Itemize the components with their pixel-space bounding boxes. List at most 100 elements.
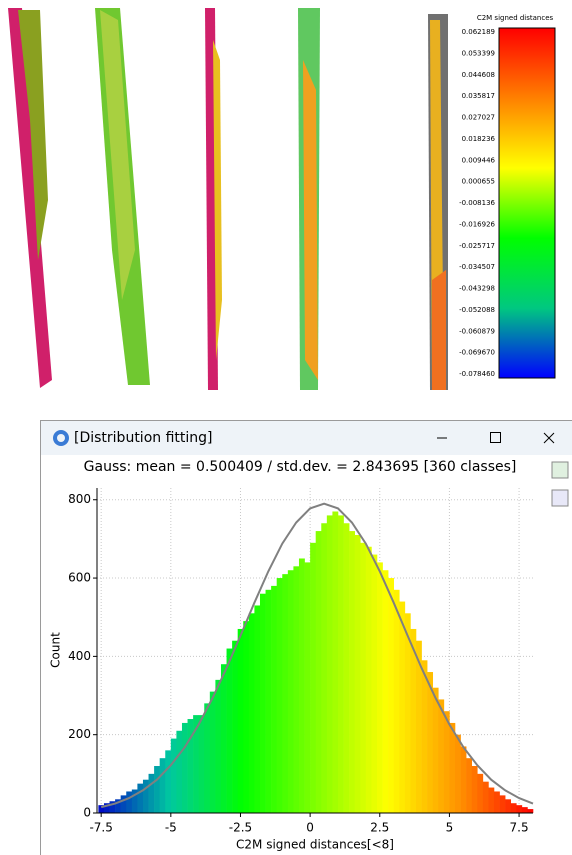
- x-tick-label: 7.5: [510, 821, 529, 835]
- x-axis-label: C2M signed distances[<8]: [236, 838, 394, 852]
- bar: [394, 590, 400, 813]
- bar: [377, 562, 383, 813]
- scale-label: -0.078460: [459, 370, 495, 378]
- bar: [488, 788, 494, 813]
- scale-label: 0.018236: [462, 135, 496, 143]
- bar: [165, 750, 171, 813]
- bar: [321, 523, 327, 813]
- bar: [227, 649, 233, 813]
- export-button[interactable]: [552, 462, 568, 478]
- scale-label: -0.025717: [459, 242, 495, 250]
- bar: [126, 791, 132, 813]
- window-title: [Distribution fitting]: [74, 430, 213, 446]
- bar: [438, 699, 444, 813]
- bar: [366, 547, 372, 813]
- y-tick-label: 200: [68, 727, 91, 741]
- bar: [494, 791, 500, 813]
- bar: [305, 562, 311, 813]
- bar: [466, 758, 472, 813]
- bar: [277, 578, 283, 813]
- bar: [332, 511, 338, 813]
- y-axis-label: Count: [49, 632, 63, 668]
- app-icon: [53, 430, 69, 446]
- x-tick-label: -2.5: [229, 821, 252, 835]
- scale-label: -0.008136: [459, 199, 495, 207]
- chart-title: Gauss: mean = 0.500409 / std.dev. = 2.84…: [84, 459, 517, 475]
- bar: [254, 605, 260, 813]
- bar: [238, 629, 244, 813]
- scale-label: -0.043298: [459, 285, 495, 293]
- tool-button[interactable]: [552, 490, 568, 506]
- y-tick-label: 600: [68, 571, 91, 585]
- bar: [121, 795, 127, 813]
- bar: [143, 780, 149, 813]
- bar: [349, 531, 355, 813]
- bar: [422, 660, 428, 813]
- x-tick-label: 0: [306, 821, 314, 835]
- bar: [455, 735, 461, 813]
- scale-label: 0.044608: [462, 71, 495, 79]
- x-tick-label: 5: [446, 821, 454, 835]
- color-scale: [499, 28, 555, 378]
- bar: [154, 766, 160, 813]
- bar: [137, 784, 143, 813]
- bar: [505, 799, 511, 813]
- bar: [522, 807, 528, 813]
- scale-label: 0.035817: [462, 92, 495, 100]
- bar: [215, 680, 221, 813]
- bar: [449, 723, 455, 813]
- scale-label: -0.016926: [459, 220, 495, 228]
- bar: [444, 711, 450, 813]
- scale-label: 0.053399: [462, 49, 495, 57]
- bar: [327, 515, 333, 813]
- bar: [371, 555, 377, 813]
- bar: [500, 795, 506, 813]
- bar: [176, 731, 182, 813]
- bar: [299, 558, 305, 813]
- bar: [182, 723, 188, 813]
- bar: [427, 672, 433, 813]
- scale-label: -0.060879: [459, 327, 495, 335]
- bar: [293, 566, 299, 813]
- bar: [527, 809, 533, 813]
- x-tick-label: -5: [165, 821, 177, 835]
- x-tick-label: -7.5: [89, 821, 112, 835]
- screen: C2M signed distances 0.062189 0.053399 0.0…: [0, 0, 572, 855]
- scale-label: -0.069670: [459, 349, 495, 357]
- bar: [243, 621, 249, 813]
- bar: [338, 515, 344, 813]
- scale-title: C2M signed distances: [477, 14, 554, 22]
- bar: [232, 641, 238, 813]
- scale-label: 0.027027: [462, 114, 495, 122]
- bar: [310, 543, 316, 813]
- bar: [483, 782, 489, 813]
- scale-label: 0.062189: [462, 28, 495, 36]
- bar: [360, 543, 366, 813]
- bar: [388, 578, 394, 813]
- bar: [399, 602, 405, 813]
- point-cloud-view: [8, 8, 448, 390]
- bar: [204, 703, 210, 813]
- bar: [282, 574, 288, 813]
- scale-label: -0.034507: [459, 263, 495, 271]
- bar: [171, 739, 177, 813]
- bar: [477, 774, 483, 813]
- bar: [266, 590, 272, 813]
- bar: [160, 758, 166, 813]
- y-tick-label: 0: [83, 806, 91, 820]
- bar: [288, 570, 294, 813]
- bar: [221, 664, 227, 813]
- bar: [210, 692, 216, 813]
- scale-label: 0.009446: [462, 156, 496, 164]
- bar: [149, 774, 155, 813]
- bar: [199, 715, 205, 813]
- bar: [355, 535, 361, 813]
- bar: [410, 629, 416, 813]
- scale-label: -0.052088: [459, 306, 495, 314]
- y-tick-label: 800: [68, 492, 91, 506]
- bar: [516, 805, 522, 813]
- bar: [344, 523, 350, 813]
- bar: [249, 613, 255, 813]
- bar: [511, 803, 517, 813]
- page: {"scale_bar": {"title": "C2M signed dist…: [0, 0, 572, 855]
